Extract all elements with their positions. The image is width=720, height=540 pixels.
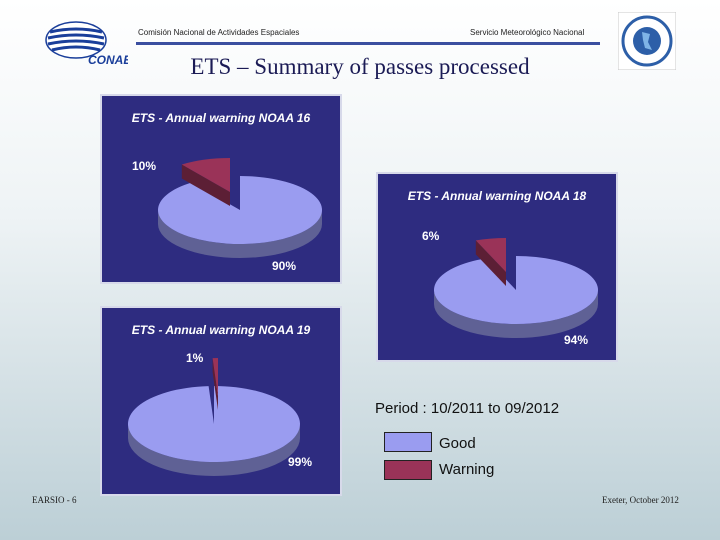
chart-noaa19-svg: ETS - Annual warning NOAA 19 1% 99% xyxy=(127,323,312,476)
chart-title-noaa19: ETS - Annual warning NOAA 19 xyxy=(132,323,311,337)
legend-swatch-warning xyxy=(384,460,432,480)
pie-slice-good-side-noaa18 xyxy=(434,290,598,338)
chart-noaa16-svg: ETS - Annual warning NOAA 16 10% 90% xyxy=(132,111,322,273)
pie-slice-good-noaa19 xyxy=(127,386,300,462)
period-text: Period : 10/2011 to 09/2012 xyxy=(375,400,560,417)
conae-logo: CONAE xyxy=(45,21,128,67)
legend-label-warning: Warning xyxy=(439,461,495,478)
smn-logo xyxy=(618,12,676,70)
header-right-text: Servicio Meteorológico Nacional xyxy=(470,28,585,37)
pie-slice-warning-side-noaa18 xyxy=(475,240,506,286)
chart-title-noaa18: ETS - Annual warning NOAA 18 xyxy=(408,189,587,203)
chart-noaa18-svg: ETS - Annual warning NOAA 18 6% 94% xyxy=(408,189,598,347)
header-divider xyxy=(136,42,600,45)
chart-title-noaa16: ETS - Annual warning NOAA 16 xyxy=(132,111,311,125)
legend-label-good: Good xyxy=(439,435,476,452)
footer-left-text: EARSIO - 6 xyxy=(32,495,77,505)
pie-slice-good-noaa16 xyxy=(158,176,322,244)
data-label-warning-noaa19: 1% xyxy=(186,351,204,365)
pie-slice-good-noaa18 xyxy=(434,256,598,324)
data-label-good-noaa19: 99% xyxy=(288,455,312,469)
data-label-good-noaa18: 94% xyxy=(564,333,588,347)
pie-slice-good-side-noaa16 xyxy=(158,210,322,258)
chart-panel-noaa18: ETS - Annual warning NOAA 18 6% 94% xyxy=(376,172,618,362)
data-label-warning-noaa18: 6% xyxy=(422,229,440,243)
pie-slice-warning-noaa16 xyxy=(181,158,230,192)
page-title: ETS – Summary of passes processed xyxy=(190,54,530,79)
conae-logo-text: CONAE xyxy=(88,53,128,67)
data-label-good-noaa16: 90% xyxy=(272,259,296,273)
footer-right-text: Exeter, October 2012 xyxy=(602,495,679,505)
legend-swatch-good xyxy=(384,432,432,452)
chart-panel-noaa16: ETS - Annual warning NOAA 16 10% 90% xyxy=(100,94,342,284)
pie-slice-warning-side-noaa19 xyxy=(212,358,218,410)
pie-slice-warning-noaa18 xyxy=(475,238,506,272)
pie-slice-good-side-noaa19 xyxy=(128,424,300,476)
chart-panel-noaa19: ETS - Annual warning NOAA 19 1% 99% xyxy=(100,306,342,496)
data-label-warning-noaa16: 10% xyxy=(132,159,156,173)
pie-slice-warning-noaa19 xyxy=(212,358,218,396)
header-left-text: Comisión Nacional de Actividades Espacia… xyxy=(138,28,300,37)
pie-slice-warning-side-noaa16 xyxy=(181,164,230,206)
